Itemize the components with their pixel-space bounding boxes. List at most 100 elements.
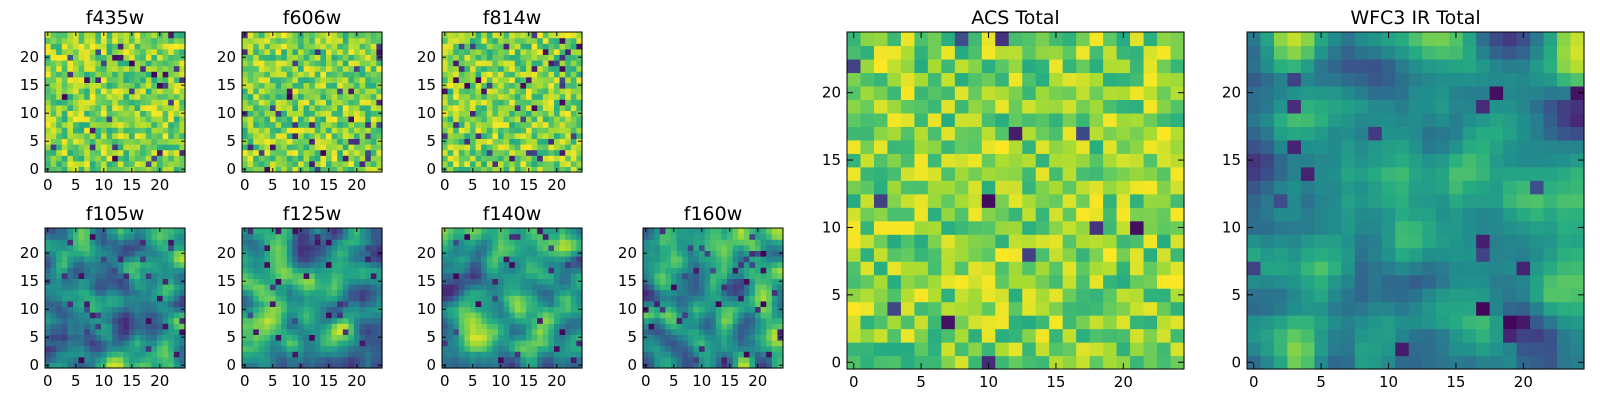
heatmap-cell: [682, 233, 689, 240]
heatmap-cell: [89, 306, 96, 313]
heatmap-cell: [112, 239, 119, 246]
heatmap-cell: [134, 166, 141, 173]
heatmap-cell: [281, 88, 288, 95]
heatmap-cell: [1157, 207, 1172, 222]
heatmap-cell: [337, 340, 344, 347]
heatmap-cell: [117, 306, 124, 313]
heatmap-cell: [509, 104, 516, 111]
heatmap-cell: [112, 37, 119, 44]
heatmap-cell: [659, 272, 666, 279]
heatmap-cell: [123, 88, 130, 95]
heatmap-cell: [710, 284, 717, 291]
heatmap-cell: [242, 244, 249, 251]
heatmap-cell: [264, 289, 271, 296]
heatmap-cell: [900, 234, 915, 249]
heatmap-cell: [847, 247, 862, 262]
heatmap-cell: [954, 342, 969, 357]
heatmap-cell: [514, 317, 521, 324]
heatmap-cell: [548, 228, 555, 235]
heatmap-cell: [520, 345, 527, 352]
heatmap-cell: [699, 295, 706, 302]
heatmap-cell: [365, 345, 372, 352]
heatmap-cell: [565, 99, 572, 106]
heatmap-cell: [56, 244, 63, 251]
heatmap-cell: [145, 256, 152, 263]
heatmap-cell: [486, 110, 493, 117]
heatmap-cell: [348, 144, 355, 151]
heatmap-cell: [134, 295, 141, 302]
heatmap-cell: [50, 284, 57, 291]
heatmap-cell: [337, 345, 344, 352]
heatmap-cell: [134, 65, 141, 72]
heatmap-cell: [134, 132, 141, 139]
heatmap-cell: [766, 334, 773, 341]
heatmap-cell: [710, 312, 717, 319]
heatmap-cell: [576, 76, 583, 83]
heatmap-cell: [89, 121, 96, 128]
heatmap-cell: [498, 116, 505, 123]
heatmap-cell: [900, 328, 915, 343]
heatmap-cell: [84, 351, 91, 358]
heatmap-cell: [710, 256, 717, 263]
heatmap-cell: [453, 351, 460, 358]
heatmap-cell: [264, 239, 271, 246]
heatmap-cell: [298, 144, 305, 151]
heatmap-cell: [1008, 315, 1023, 330]
heatmap-cell: [326, 272, 333, 279]
heatmap-cell: [771, 323, 778, 330]
heatmap-cell: [258, 155, 265, 162]
heatmap-cell: [140, 256, 147, 263]
heatmap-cell: [464, 32, 471, 39]
heatmap-cell: [78, 345, 85, 352]
heatmap-cell: [453, 306, 460, 313]
heatmap-cell: [359, 278, 366, 285]
heatmap-cell: [106, 37, 113, 44]
y-tick-label: 10: [20, 300, 39, 318]
heatmap-cell: [264, 127, 271, 134]
heatmap-cell: [492, 328, 499, 335]
heatmap-cell: [258, 306, 265, 313]
heatmap-cell: [671, 317, 678, 324]
heatmap-cell: [84, 317, 91, 324]
heatmap-cell: [537, 239, 544, 246]
heatmap-cell: [464, 121, 471, 128]
heatmap-cell: [117, 32, 124, 39]
heatmap-cell: [286, 312, 293, 319]
heatmap-cell: [179, 340, 186, 347]
heatmap-cell: [292, 345, 299, 352]
heatmap-cell: [548, 323, 555, 330]
heatmap-cell: [721, 317, 728, 324]
heatmap-cell: [331, 37, 338, 44]
heatmap-cell: [275, 71, 282, 78]
heatmap-cell: [173, 82, 180, 89]
heatmap-cell: [503, 37, 510, 44]
heatmap-cell: [464, 76, 471, 83]
heatmap-cell: [503, 104, 510, 111]
heatmap-cell: [453, 144, 460, 151]
heatmap-cell: [453, 37, 460, 44]
heatmap-cell: [715, 267, 722, 274]
heatmap-cell: [453, 345, 460, 352]
heatmap-cell: [900, 166, 915, 181]
heatmap-cell: [447, 284, 454, 291]
heatmap-cell: [576, 121, 583, 128]
heatmap-cell: [498, 93, 505, 100]
heatmap-cell: [129, 37, 136, 44]
heatmap-cell: [941, 193, 956, 208]
heatmap-cell: [281, 244, 288, 251]
heatmap-cell: [749, 239, 756, 246]
heatmap-cell: [348, 160, 355, 167]
heatmap-cell: [486, 362, 493, 369]
heatmap-cell: [548, 155, 555, 162]
heatmap-cell: [320, 160, 327, 167]
heatmap-cell: [1103, 355, 1118, 370]
heatmap-cell: [554, 99, 561, 106]
heatmap-cell: [89, 110, 96, 117]
heatmap-cell: [559, 239, 566, 246]
heatmap-cell: [847, 234, 862, 249]
heatmap-cell: [298, 244, 305, 251]
heatmap-cell: [749, 233, 756, 240]
heatmap-cell: [56, 356, 63, 363]
heatmap-cell: [359, 127, 366, 134]
heatmap-cell: [509, 233, 516, 240]
